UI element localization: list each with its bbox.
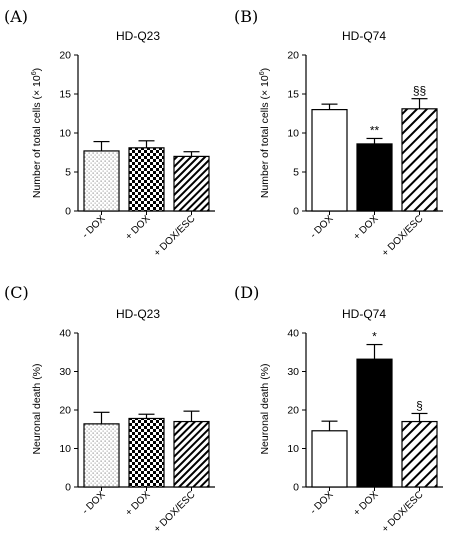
bar [401, 420, 438, 488]
y-axis-label: Number of total cells (× 106) [259, 68, 271, 198]
y-tick-label: 0 [293, 206, 299, 218]
x-tick-label: + DOX/ESC [380, 213, 426, 259]
panel-letter: (B) [234, 7, 258, 26]
y-ticks: 0 5 10 15 20 [59, 50, 78, 218]
bar [356, 358, 393, 488]
y-ticks: 0 5 10 15 20 [287, 50, 306, 218]
significance-label: * [372, 330, 377, 344]
x-tick-label: + DOX/ESC [380, 489, 426, 535]
y-tick-label: 20 [59, 50, 71, 62]
y-tick-label: 20 [59, 405, 71, 417]
bar [311, 108, 348, 212]
x-tick-label: - DOX [80, 213, 108, 241]
y-tick-label: 10 [287, 443, 299, 455]
panel-c: (C) HD-Q23 Neuronal death (%) 010203040 … [4, 283, 215, 535]
chart-title: HD-Q23 [116, 307, 160, 321]
y-ticks: 0 10 20 30 40 [59, 328, 78, 494]
significance-label: §§ [413, 84, 426, 98]
y-tick-label: 20 [287, 405, 299, 417]
x-tick-label: + DOX/ESC [152, 213, 198, 259]
x-tick-label: + DOX [351, 213, 380, 242]
x-ticks: - DOX + DOX + DOX/ESC [308, 211, 426, 259]
error-bars [321, 343, 428, 431]
bars [83, 417, 210, 488]
panel-d: (D) HD-Q74 Neuronal death (%) *§ 0102030… [234, 283, 443, 535]
panel-letter: (C) [4, 283, 29, 302]
error-bars [321, 98, 428, 144]
x-tick-label: + DOX [123, 213, 152, 242]
panel-letter: (A) [4, 7, 28, 26]
bar [83, 423, 120, 488]
x-ticks: - DOX + DOX + DOX/ESC [80, 487, 198, 535]
panel-letter: (D) [234, 283, 259, 302]
y-tick-label: 40 [59, 328, 71, 340]
y-tick-label: 0 [65, 206, 71, 218]
bar [356, 143, 393, 212]
x-ticks: - DOX + DOX + DOX/ESC [80, 211, 198, 259]
x-tick-label: + DOX [123, 489, 152, 518]
y-tick-label: 30 [59, 366, 71, 378]
y-tick-label: 5 [293, 167, 299, 179]
y-ticks: 0 10 20 30 40 [287, 328, 306, 494]
y-tick-label: 15 [59, 89, 71, 101]
chart-title: HD-Q74 [342, 29, 386, 43]
y-axis-label: Number of total cells (× 106) [31, 68, 43, 198]
annotations: ** §§ [370, 84, 426, 138]
panel-a: (A) HD-Q23 Number of total cells (× 106)… [4, 7, 215, 259]
chart-title: HD-Q74 [342, 307, 386, 321]
significance-label: ** [370, 123, 380, 137]
y-axis-label: Neuronal death (%) [31, 363, 43, 454]
annotations: *§ [372, 330, 423, 413]
x-ticks: - DOX + DOX + DOX/ESC [308, 487, 426, 535]
y-tick-label: 5 [65, 167, 71, 179]
y-tick-label: 0 [65, 482, 71, 494]
y-tick-label: 0 [293, 482, 299, 494]
bar [83, 150, 120, 212]
error-bars [93, 140, 200, 157]
bars [311, 358, 438, 488]
bar [128, 417, 165, 488]
y-tick-label: 10 [59, 128, 71, 140]
bar [128, 147, 165, 212]
x-tick-label: - DOX [308, 213, 336, 241]
bar [173, 155, 210, 212]
error-bars [93, 410, 200, 424]
y-tick-label: 10 [59, 443, 71, 455]
y-axis-label: Neuronal death (%) [259, 363, 271, 454]
bar [401, 108, 438, 212]
bar [311, 430, 348, 488]
y-tick-label: 40 [287, 328, 299, 340]
significance-label: § [416, 398, 423, 412]
x-tick-label: + DOX [351, 489, 380, 518]
x-tick-label: - DOX [308, 489, 336, 517]
y-tick-label: 20 [287, 50, 299, 62]
chart-title: HD-Q23 [116, 29, 160, 43]
y-tick-label: 15 [287, 89, 299, 101]
y-tick-label: 10 [287, 128, 299, 140]
bars [311, 108, 438, 212]
bars [83, 147, 210, 212]
x-tick-label: + DOX/ESC [152, 489, 198, 535]
panel-b: (B) HD-Q74 Number of total cells (× 106)… [234, 7, 443, 259]
y-tick-label: 30 [287, 366, 299, 378]
x-tick-label: - DOX [80, 489, 108, 517]
bar [173, 420, 210, 488]
